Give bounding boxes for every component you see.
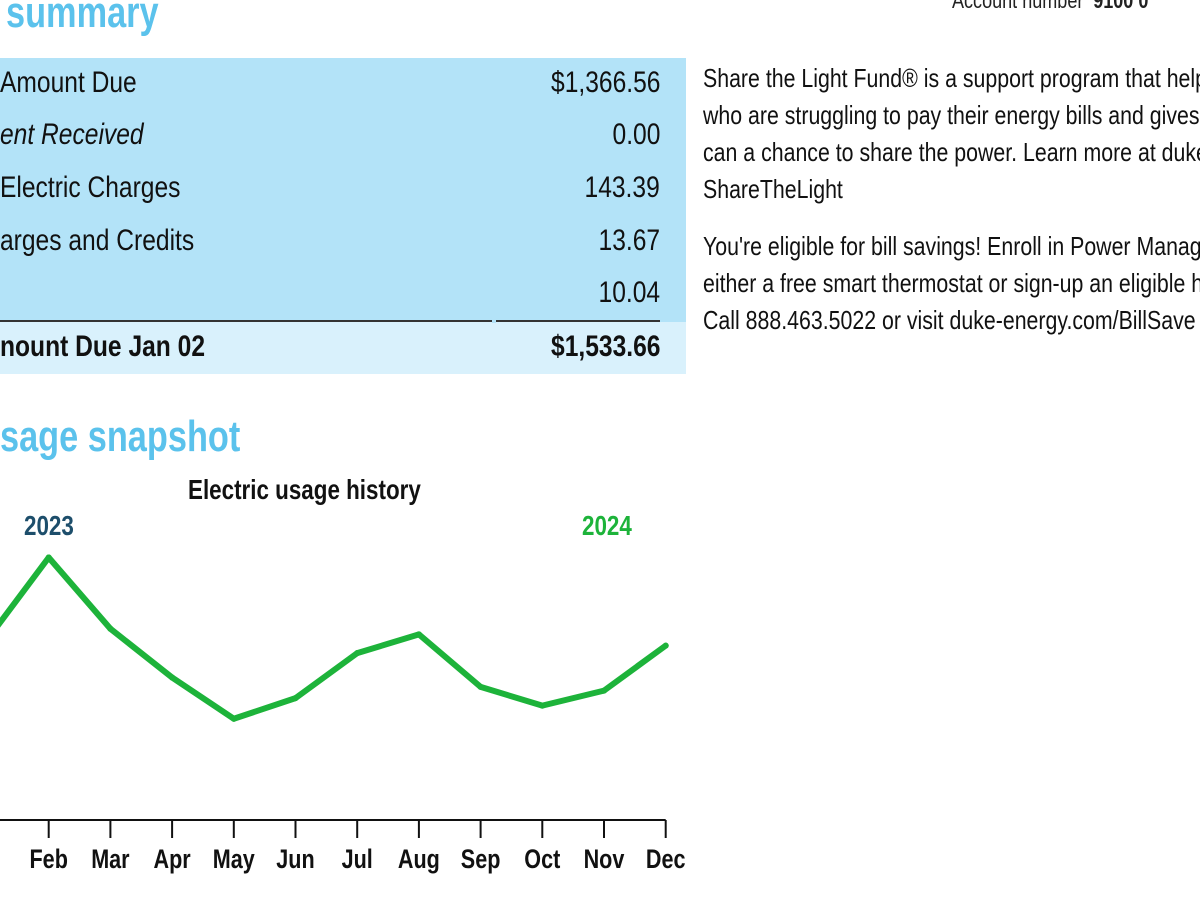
x-tick-label: Jun bbox=[276, 845, 314, 875]
bill-savings-paragraph: You're eligible for bill savings! Enroll… bbox=[703, 228, 1200, 339]
total-divider bbox=[0, 320, 660, 322]
usage-line-segment bbox=[354, 631, 422, 657]
usage-series bbox=[0, 554, 669, 722]
total-due-label: nount Due Jan 02 bbox=[0, 330, 206, 363]
usage-point bbox=[477, 683, 484, 690]
paragraph-line: Share the Light Fund® is a support progr… bbox=[703, 63, 1200, 93]
usage-point bbox=[45, 554, 52, 561]
summary-row-value: 0.00 bbox=[612, 118, 660, 151]
summary-row-value: $1,366.56 bbox=[550, 66, 660, 99]
usage-line-segment bbox=[169, 674, 237, 722]
usage-point bbox=[415, 631, 422, 638]
x-tick-label: Feb bbox=[30, 845, 68, 875]
x-tick-label: Nov bbox=[584, 845, 625, 875]
year-label-2024: 2024 bbox=[582, 510, 632, 541]
total-due-value: $1,533.66 bbox=[550, 330, 660, 363]
summary-row-value: 13.67 bbox=[598, 224, 660, 257]
x-tick-label: May bbox=[213, 845, 255, 875]
usage-snapshot-heading: sage snapshot bbox=[0, 412, 241, 461]
usage-point bbox=[662, 642, 669, 649]
paragraph-line: either a free smart thermostat or sign-u… bbox=[703, 268, 1200, 298]
usage-point bbox=[539, 702, 546, 709]
summary-table-background bbox=[0, 58, 686, 322]
summary-row-electric-charges: Electric Charges 143.39 bbox=[0, 171, 660, 211]
usage-line-segment bbox=[230, 695, 299, 722]
usage-point bbox=[354, 650, 361, 657]
paragraph-line: ShareTheLight bbox=[703, 174, 843, 204]
summary-row-amount-due: Amount Due $1,366.56 bbox=[0, 66, 660, 106]
usage-line-segment bbox=[601, 642, 669, 694]
chart-title: Electric usage history bbox=[188, 474, 421, 505]
usage-line-segment bbox=[45, 554, 114, 632]
summary-row-payment-received: ent Received 0.00 bbox=[0, 118, 660, 158]
usage-point bbox=[601, 687, 607, 694]
summary-row-taxes: 10.04 bbox=[0, 276, 660, 316]
summary-row-value: 10.04 bbox=[598, 276, 660, 309]
paragraph-line: can a chance to share the power. Learn m… bbox=[703, 137, 1200, 167]
x-axis-tick-labels: nFebMarAprMayJunJulAugSepOctNovDec bbox=[30, 845, 686, 875]
total-divider-gap bbox=[492, 319, 496, 323]
summary-total-background bbox=[0, 322, 686, 374]
usage-point bbox=[169, 674, 176, 681]
x-tick-label: Dec bbox=[646, 845, 686, 875]
summary-row-label: ent Received bbox=[0, 118, 144, 151]
summary-row-total: nount Due Jan 02 $1,533.66 bbox=[0, 330, 660, 370]
summary-row-charges-credits: arges and Credits 13.67 bbox=[0, 224, 660, 264]
x-tick-label: Apr bbox=[154, 845, 192, 875]
x-tick-label: Aug bbox=[398, 845, 440, 875]
usage-line-segment bbox=[477, 683, 546, 709]
x-axis-ticks bbox=[47, 820, 667, 838]
usage-points bbox=[45, 554, 669, 722]
usage-line-segment bbox=[107, 625, 176, 681]
summary-row-label: Amount Due bbox=[0, 66, 137, 99]
account-number-value: 9100 0 bbox=[1093, 0, 1149, 13]
x-tick-label: Oct bbox=[524, 845, 560, 875]
usage-point bbox=[230, 715, 237, 722]
summary-row-label: Electric Charges bbox=[0, 171, 181, 204]
usage-line-segment bbox=[0, 554, 52, 628]
x-tick-label: Jul bbox=[342, 845, 373, 875]
share-the-light-paragraph: Share the Light Fund® is a support progr… bbox=[703, 60, 1200, 208]
x-tick-label: Sep bbox=[461, 845, 501, 875]
usage-line-segment bbox=[415, 631, 484, 690]
summary-heading: summary bbox=[6, 0, 159, 37]
paragraph-line: Call 888.463.5022 or visit duke-energy.c… bbox=[703, 305, 1200, 335]
paragraph-line: You're eligible for bill savings! Enroll… bbox=[703, 231, 1200, 261]
usage-line-segment bbox=[539, 687, 607, 709]
account-number-line: Account number 9100 0 bbox=[952, 0, 1148, 14]
account-number-label: Account number bbox=[952, 0, 1084, 13]
year-label-2023: 2023 bbox=[24, 510, 74, 541]
summary-row-value: 143.39 bbox=[584, 171, 660, 204]
paragraph-line: who are struggling to pay their energy b… bbox=[703, 100, 1200, 130]
x-tick-label: Mar bbox=[91, 845, 130, 875]
usage-point bbox=[107, 625, 114, 632]
usage-point bbox=[292, 695, 299, 702]
summary-row-label: arges and Credits bbox=[0, 224, 195, 257]
usage-line-segment bbox=[292, 650, 361, 702]
